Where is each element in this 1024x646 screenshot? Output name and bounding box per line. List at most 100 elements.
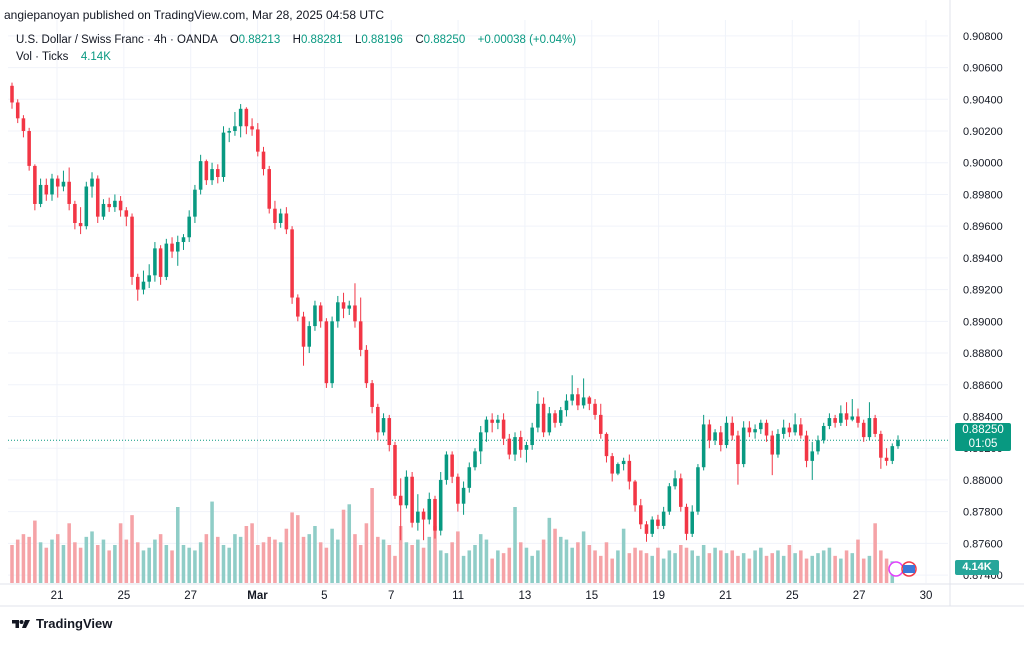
candle-body	[221, 132, 226, 178]
y-tick-label: 0.89800	[963, 189, 1003, 201]
candle-body	[753, 429, 757, 433]
legend-volume-label[interactable]: Vol · Ticks	[16, 51, 69, 63]
volume-bar	[879, 550, 883, 583]
x-tick-label: 25	[117, 590, 130, 602]
volume-bar	[759, 547, 763, 583]
volume-bar	[141, 550, 146, 583]
volume-bar	[393, 555, 397, 583]
candle-body	[661, 511, 666, 526]
candle-body	[421, 511, 426, 520]
candle-body	[581, 397, 586, 406]
candle-body	[175, 242, 180, 252]
publisher-credit: angiepanoyan published on TradingView.co…	[4, 8, 384, 22]
candle-body	[890, 446, 895, 461]
volume-bar	[633, 547, 637, 583]
volume-bar	[513, 507, 517, 583]
volume-bar	[707, 553, 712, 583]
volume-bar	[313, 526, 317, 583]
volume-bar	[307, 534, 312, 583]
volume-bar	[656, 547, 660, 583]
volume-bar	[10, 545, 14, 583]
candle-body	[558, 410, 563, 423]
candle-body	[736, 435, 740, 465]
volume-bar	[244, 526, 249, 583]
volume-bar	[261, 542, 266, 583]
candle-body	[524, 445, 529, 450]
volume-bar	[284, 528, 289, 583]
footer-brand-text[interactable]: TradingView	[36, 616, 113, 631]
candle-body	[27, 131, 31, 166]
candle-body	[238, 108, 243, 127]
candle-body	[884, 457, 889, 461]
candle-body	[827, 418, 832, 426]
y-tick-label: 0.90600	[963, 63, 1003, 75]
candle-body	[490, 419, 494, 423]
legend-volume-row: Vol · Ticks 4.14K	[16, 49, 576, 66]
candle-body	[810, 451, 815, 461]
legend-symbol[interactable]: U.S. Dollar / Swiss Franc · 4h · OANDA	[16, 34, 218, 46]
candle-body	[330, 321, 334, 384]
volume-bar	[558, 536, 563, 583]
candle-body	[147, 275, 151, 282]
volume-bar	[221, 545, 226, 583]
candle-body	[719, 432, 723, 446]
chart-legend: U.S. Dollar / Swiss Franc · 4h · OANDA O…	[16, 32, 576, 66]
volume-bar	[204, 534, 209, 583]
candle-body	[456, 476, 460, 504]
volume-bar	[850, 553, 855, 583]
candle-body	[856, 416, 860, 423]
candle-body	[198, 161, 203, 190]
volume-bar	[118, 523, 123, 583]
volume-bar	[90, 531, 94, 583]
y-tick-label: 0.88400	[963, 411, 1003, 423]
candle-body	[804, 435, 809, 461]
y-tick-label: 0.87800	[963, 507, 1003, 519]
candle-body	[130, 216, 134, 277]
y-tick-label: 0.89200	[963, 285, 1003, 297]
candle-body	[684, 506, 689, 534]
volume-bar	[736, 555, 740, 583]
legend-change: +0.00038 (+0.04%)	[477, 34, 577, 46]
y-tick-label: 0.89600	[963, 221, 1003, 233]
candle-body	[867, 418, 872, 438]
volume-bar	[501, 553, 506, 583]
candle-body	[90, 178, 94, 187]
candle-body	[318, 305, 323, 322]
volume-bar	[667, 550, 672, 583]
volume-bar	[564, 539, 569, 583]
volume-bar	[844, 550, 849, 583]
volume-bar	[747, 558, 752, 583]
candle-body	[398, 495, 403, 506]
volume-bar	[884, 558, 889, 583]
candle-body	[376, 406, 380, 433]
candle-body	[776, 433, 780, 455]
volume-bar	[50, 539, 54, 583]
legend-close-value: 0.88250	[423, 34, 466, 46]
volume-bar	[587, 545, 592, 583]
volume-bar	[158, 534, 163, 583]
volume-bar	[421, 547, 426, 583]
volume-bar	[147, 547, 151, 583]
volume-bar	[730, 550, 735, 583]
volume-bar	[376, 536, 380, 583]
volume-bar	[15, 539, 20, 583]
y-tick-label: 0.90200	[963, 126, 1003, 138]
candle-body	[135, 276, 140, 290]
volume-bar	[301, 536, 306, 583]
candle-body	[861, 422, 866, 438]
volume-bar	[61, 545, 66, 583]
candle-body	[570, 394, 574, 401]
candle-body	[427, 498, 432, 520]
candle-body	[153, 248, 157, 276]
x-tick-label: 15	[585, 590, 598, 602]
legend-symbol-row: U.S. Dollar / Swiss Franc · 4h · OANDA O…	[16, 32, 576, 49]
x-tick-label: 21	[719, 590, 732, 602]
candle-body	[404, 476, 409, 506]
y-tick-label: 0.90000	[963, 158, 1003, 170]
candle-body	[576, 394, 580, 406]
candle-body	[759, 422, 763, 430]
volume-bar	[484, 539, 489, 583]
volume-bar	[238, 536, 243, 583]
volume-bar	[216, 536, 220, 583]
